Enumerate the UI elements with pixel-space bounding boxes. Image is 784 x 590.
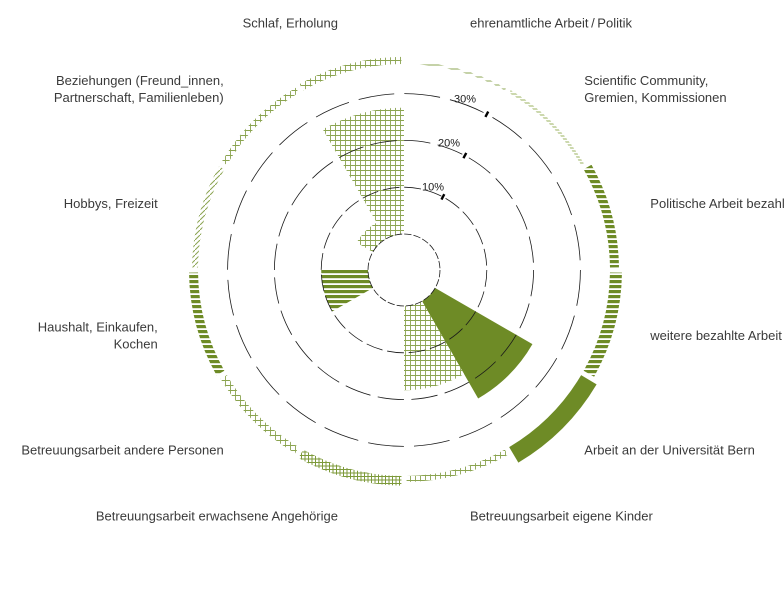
grid-ring-20 [273,139,535,401]
outer-segment-weitere-bezahlte-arbeit [583,272,622,377]
outer-segment-politische-arbeit-bezahlt [583,164,619,268]
inner-bars [321,107,533,399]
outer-segment-betreuungsarbeit-erwachsene-angehorige [298,449,402,486]
label-scientific-community-gremien-kommissionen: Scientific Community, Gremien, Kommission… [584,73,726,105]
tick-label-10: 10% [422,181,444,193]
tick-marker-10 [440,193,446,201]
label-betreuungsarbeit-eigene-kinder: Betreuungsarbeit eigene Kinder [470,508,654,523]
label-politische-arbeit-bezahlt: Politische Arbeit bezahlt [650,196,784,211]
category-labels: ehrenamtliche Arbeit / Politik Scientific… [21,16,784,524]
outer-segment-ehrenamtliche-arbeit-politik [406,61,506,91]
label-betreuungsarbeit-erwachsene-angehorige: Betreuungsarbeit erwachsene Angehörige [96,508,338,523]
outer-segment-betreuungsarbeit-andere-personen [220,375,299,454]
outer-segment-haushalt-einkaufen-kochen [189,272,225,376]
outer-segment-schlaf-erholung [299,56,402,91]
label-arbeit-an-der-universitat-bern: Arbeit an der Universität Bern [584,442,755,457]
grid-ring-30 [227,93,581,447]
bar-haushalt-einkaufen-kochen [321,270,373,312]
bar-betreuungsarbeit-eigene-kinder [404,301,465,391]
grid-ring-0 [367,233,441,307]
outer-segment-beziehungen-freund-innen-partnerschaft-familienleben [221,87,299,165]
outer-segment-betreuungsarbeit-eigene-kinder [406,449,508,482]
tick-marker-20 [462,152,468,159]
bar-arbeit-an-der-universitat-bern [422,288,533,399]
label-ehrenamtliche-arbeit-politik: ehrenamtliche Arbeit / Politik [470,16,633,31]
tick-label-30: 30% [454,93,476,105]
outer-segment-hobbys-freizeit [192,166,225,268]
label-beziehungen-freund-innen-partnerschaft-familienleben: Beziehungen (Freund_innen, Partnerschaft,… [54,73,224,105]
tick-marker-30 [484,111,490,118]
outer-segment-arbeit-an-der-universitat-bern [509,375,597,463]
grid-ring-10 [320,186,488,354]
label-schlaf-erholung: Schlaf, Erholung [243,16,338,31]
radial-tick-labels: 10% 20% 30% [422,93,490,201]
outer-segment-scientific-community-gremien-kommissionen [509,90,584,165]
label-haushalt-einkaufen-kochen: Haushalt, Einkaufen, Kochen [38,319,158,351]
outer-ring-segments [189,56,622,486]
bar-beziehungen-freund-innen-partnerschaft-familienleben [356,222,386,252]
radial-gridlines [227,93,581,447]
label-betreuungsarbeit-andere-personen: Betreuungsarbeit andere Personen [21,442,223,457]
tick-label-20: 20% [438,137,460,149]
label-weitere-bezahlte-arbeit: weitere bezahlte Arbeit [649,328,782,343]
bar-schlaf-erholung [322,107,404,239]
label-hobbys-freizeit: Hobbys, Freizeit [64,196,158,211]
